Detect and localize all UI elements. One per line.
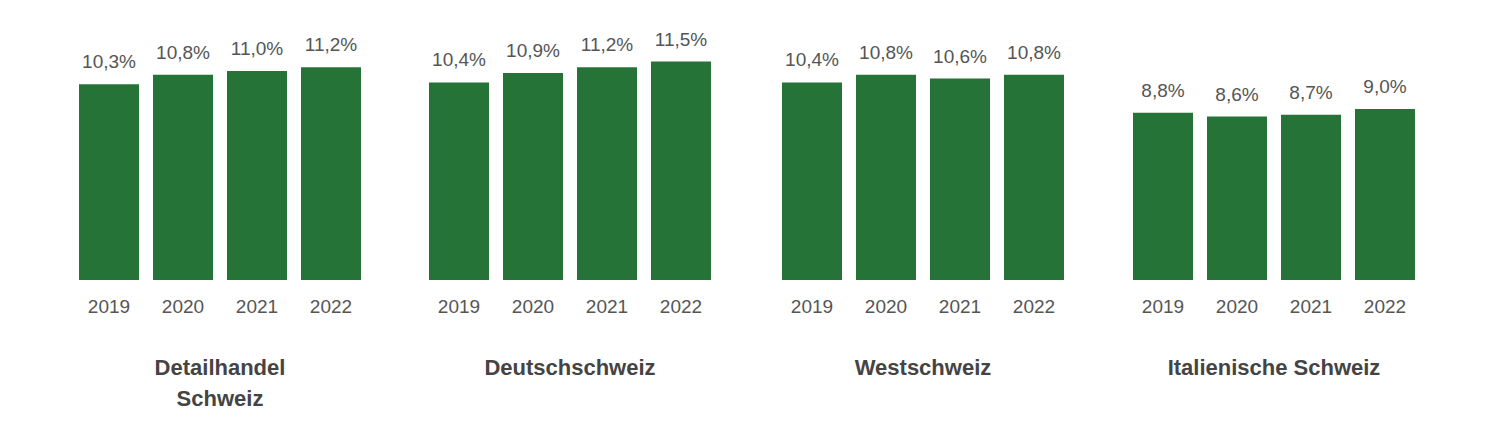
svg-text:2021: 2021 — [236, 296, 278, 317]
svg-text:2021: 2021 — [1290, 296, 1332, 317]
svg-text:2020: 2020 — [162, 296, 204, 317]
svg-text:2021: 2021 — [939, 296, 981, 317]
svg-text:2021: 2021 — [586, 296, 628, 317]
svg-text:10,3%: 10,3% — [82, 51, 136, 72]
svg-text:9,0%: 9,0% — [1363, 76, 1406, 97]
svg-text:8,7%: 8,7% — [1289, 82, 1332, 103]
svg-text:11,5%: 11,5% — [655, 29, 708, 50]
svg-text:10,8%: 10,8% — [156, 42, 210, 63]
html-text:Deutschschweiz: Deutschschweiz — [484, 355, 656, 380]
svg-text:10,6%: 10,6% — [933, 46, 987, 67]
svg-text:10,8%: 10,8% — [859, 42, 913, 63]
svg-text:11,2%: 11,2% — [581, 34, 634, 55]
svg-text:10,9%: 10,9% — [506, 40, 560, 61]
svg-text:2019: 2019 — [791, 296, 833, 317]
svg-text:2019: 2019 — [438, 296, 480, 317]
html-text:Italienische Schweiz: Italienische Schweiz — [1167, 355, 1381, 380]
svg-text:2020: 2020 — [1216, 296, 1258, 317]
svg-text:2020: 2020 — [512, 296, 554, 317]
svg-text:8,6%: 8,6% — [1215, 84, 1258, 105]
svg-text:11,0%: 11,0% — [231, 38, 284, 59]
svg-text:11,2%: 11,2% — [305, 34, 358, 55]
svg-text:10,4%: 10,4% — [785, 49, 839, 70]
svg-text:10,4%: 10,4% — [432, 49, 486, 70]
html-text:Detailhandel Schweiz: Detailhandel Schweiz — [154, 355, 286, 411]
svg-text:2019: 2019 — [88, 296, 130, 317]
svg-text:8,8%: 8,8% — [1141, 80, 1184, 101]
svg-text:2020: 2020 — [865, 296, 907, 317]
svg-text:2022: 2022 — [310, 296, 352, 317]
html-text:Westschweiz: Westschweiz — [854, 355, 992, 380]
svg-text:2019: 2019 — [1142, 296, 1184, 317]
svg-text:2022: 2022 — [1013, 296, 1055, 317]
svg-text:10,8%: 10,8% — [1007, 42, 1061, 63]
svg-text:2022: 2022 — [1364, 296, 1406, 317]
svg-text:2022: 2022 — [660, 296, 702, 317]
